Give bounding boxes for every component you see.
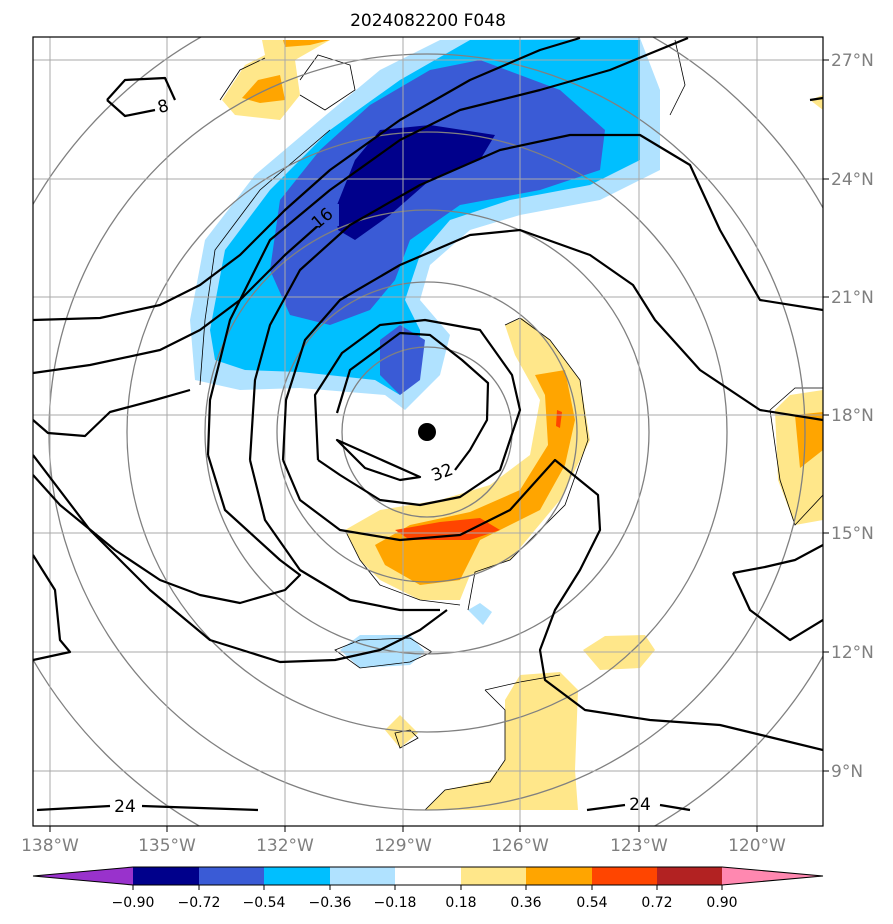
colorbar-label: 0.18 xyxy=(445,895,476,911)
colorbar-label: 0.90 xyxy=(706,895,737,911)
blue-shading xyxy=(190,38,660,668)
colorbar-label: 0.72 xyxy=(641,895,672,911)
colorbar-cell xyxy=(264,867,330,885)
x-tick-label: 123°W xyxy=(610,836,668,856)
y-tick-label: 27°N xyxy=(831,51,874,71)
map-frame xyxy=(32,36,824,827)
colorbar-cell xyxy=(395,867,461,885)
colorbar-cell xyxy=(526,867,592,885)
x-axis: 138°W 135°W 132°W 129°W 126°W 123°W 120°… xyxy=(21,826,786,856)
colorbar-label: 0.54 xyxy=(576,895,607,911)
colorbar-label: 0.36 xyxy=(510,895,541,911)
contour-label-24-left: 24 xyxy=(114,797,136,817)
contour-label-bg xyxy=(315,204,339,226)
x-tick-label: 132°W xyxy=(256,836,314,856)
x-tick-label: 138°W xyxy=(21,836,79,856)
y-tick-label: 24°N xyxy=(831,170,874,190)
colorbar-cell xyxy=(657,867,722,885)
colorbar-cell xyxy=(133,867,199,885)
y-tick-label: 21°N xyxy=(831,288,874,308)
x-tick-label: 120°W xyxy=(728,836,786,856)
storm-center-marker xyxy=(418,423,436,441)
x-tick-label: 126°W xyxy=(491,836,549,856)
x-tick-label: 135°W xyxy=(138,836,196,856)
black-contours xyxy=(33,37,823,812)
y-tick-label: 15°N xyxy=(831,524,874,544)
colorbar-cell xyxy=(592,867,657,885)
y-tick-label: 12°N xyxy=(831,643,874,663)
contour-label-24-right: 24 xyxy=(629,795,651,815)
colorbar-label: −0.54 xyxy=(243,895,286,911)
map-area: 8 16 32 24 24 xyxy=(33,37,823,826)
y-axis: 27°N 24°N 21°N 18°N 15°N 12°N 9°N xyxy=(823,51,874,782)
warm-shading xyxy=(222,40,823,810)
colorbar-cell xyxy=(330,867,395,885)
colorbar-label: −0.90 xyxy=(112,895,155,911)
y-tick-label: 18°N xyxy=(831,406,874,426)
contour-label-8: 8 xyxy=(155,96,171,118)
colorbar-cell xyxy=(199,867,264,885)
colorbar-label: −0.18 xyxy=(374,895,417,911)
colorbar-cell xyxy=(461,867,526,885)
colorbar-label: −0.36 xyxy=(309,895,352,911)
map-title: 2024082200 F048 xyxy=(350,11,506,31)
colorbar-label: −0.72 xyxy=(178,895,221,911)
colorbar-extend-low xyxy=(33,867,133,885)
x-tick-label: 129°W xyxy=(374,836,432,856)
shading-outlines xyxy=(199,39,823,811)
colorbar-extend-high xyxy=(722,867,823,885)
colorbar: −0.90 −0.72 −0.54 −0.36 −0.18 0.18 0.36 … xyxy=(32,866,824,911)
y-tick-label: 9°N xyxy=(831,762,863,782)
